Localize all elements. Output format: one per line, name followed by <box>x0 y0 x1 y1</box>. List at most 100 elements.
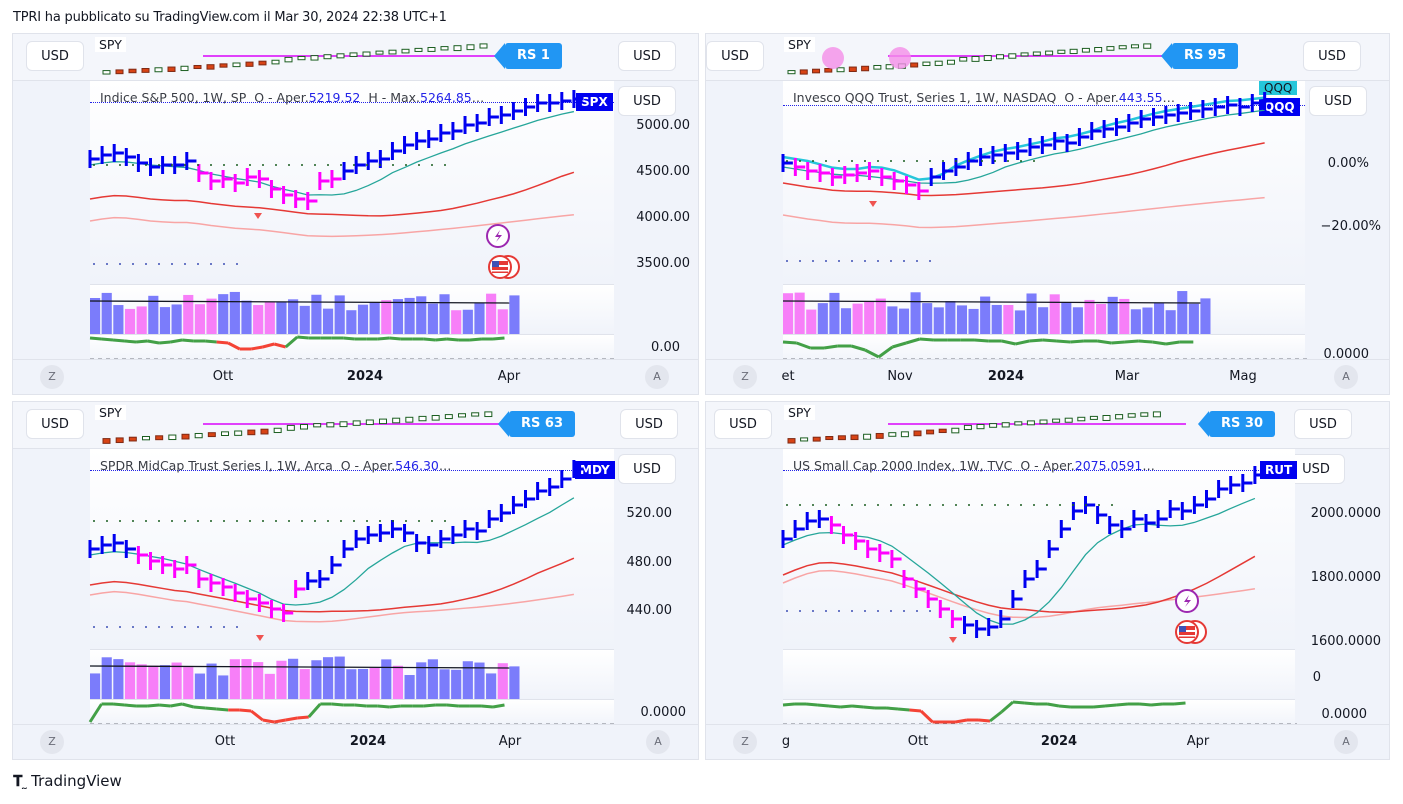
compare-symbol-label: SPY <box>95 37 126 52</box>
level-dot <box>145 626 147 628</box>
mini-candle <box>414 47 423 52</box>
currency-button-left[interactable]: USD <box>714 409 772 439</box>
left-toolbar-column <box>13 80 91 394</box>
chart-pane-qqq[interactable]: USD SPY RS 95 USD USD 0.00% −20.00% 0.00… <box>705 33 1390 395</box>
price-chart-area[interactable]: Invesco QQQ Trust, Series 1, 1W, NASDAQ … <box>781 81 1305 284</box>
time-tick: Mar <box>1114 369 1140 384</box>
oscillator-pane[interactable] <box>89 334 616 363</box>
price-scale[interactable]: USD 5000.00 4500.00 4000.00 3500.00 0.00 <box>613 80 698 394</box>
volume-pane[interactable] <box>783 649 1295 700</box>
volume-bar <box>486 293 497 335</box>
mini-candle <box>326 422 335 428</box>
price-scale[interactable]: USD 2000.0000 1800.0000 1600.0000 0 0.00… <box>1287 448 1389 759</box>
currency-button-left[interactable]: USD <box>26 409 84 439</box>
volume-bar <box>101 292 112 335</box>
time-tick: Apr <box>498 734 522 749</box>
volume-bar <box>1096 303 1107 335</box>
level-dot <box>184 263 186 265</box>
zoom-reset-button[interactable]: Z <box>40 730 64 754</box>
zoom-reset-button[interactable]: Z <box>733 730 757 754</box>
currency-button-scale[interactable]: USD <box>618 86 676 116</box>
level-dot <box>851 260 853 262</box>
time-axis[interactable]: Z g Ott 2024 Apr A <box>706 724 1389 759</box>
level-dot <box>171 164 173 166</box>
currency-button-scale[interactable]: USD <box>1309 86 1367 116</box>
price-series <box>781 92 1275 262</box>
zoom-reset-button[interactable]: Z <box>40 365 64 389</box>
level-dot <box>916 610 918 612</box>
oscillator-pane[interactable] <box>782 699 1297 727</box>
level-dot <box>825 504 827 506</box>
oscillator-segment <box>891 341 907 349</box>
volume-bar <box>1165 310 1176 335</box>
mini-candle <box>115 437 124 444</box>
auto-scale-button[interactable]: A <box>1334 365 1358 389</box>
level-dot <box>197 164 199 166</box>
oscillator-segment <box>354 703 367 708</box>
oscillator-segment <box>1000 700 1014 714</box>
currency-button-right[interactable]: USD <box>1294 409 1352 439</box>
level-dot <box>132 626 134 628</box>
level-dot <box>106 626 108 628</box>
compare-symbol-label: SPY <box>784 405 815 420</box>
volume-bar <box>194 673 205 700</box>
chart-pane-rut[interactable]: USD SPY RS 30 USD USD 2000.0000 1800.000… <box>705 401 1390 760</box>
rs-rating-badge: RS 63 <box>498 411 575 437</box>
currency-button-right[interactable]: USD <box>1303 41 1361 71</box>
zoom-reset-button[interactable]: Z <box>733 365 757 389</box>
price-chart-area[interactable]: US Small Cap 2000 Index, 1W, TVC O - Ape… <box>781 449 1298 649</box>
time-axis[interactable]: Z et Nov 2024 Mar Mag A <box>706 359 1389 394</box>
volume-bar <box>1188 303 1199 335</box>
mini-candle <box>141 68 150 73</box>
mini-candle <box>379 418 387 425</box>
oscillator-pane[interactable] <box>782 334 1307 363</box>
level-dot <box>379 164 381 166</box>
chart-pane-mdy[interactable]: USD SPY RS 63 USD USD 520.00 480.00 440.… <box>12 401 699 760</box>
mini-candle <box>155 435 164 441</box>
auto-scale-button[interactable]: A <box>1334 730 1358 754</box>
auto-scale-button[interactable]: A <box>646 730 670 754</box>
left-toolbar-column <box>706 448 784 759</box>
rs-compare-strip: USD SPY RS 63 USD <box>13 402 698 449</box>
volume-bar <box>124 662 136 700</box>
time-axis[interactable]: Z Ott 2024 Apr A <box>13 724 698 759</box>
currency-button-left[interactable]: USD <box>706 41 764 71</box>
currency-button-left[interactable]: USD <box>26 41 84 71</box>
volume-pane[interactable] <box>782 284 1305 335</box>
mini-candle <box>1069 48 1078 55</box>
rs-compare-strip: USD SPY RS 30 USD <box>706 402 1389 449</box>
volume-pane[interactable] <box>89 649 614 700</box>
price-chart-area[interactable]: SPDR MidCap Trust Series I, 1W, Arca O -… <box>88 449 615 649</box>
oscillator-segment <box>840 704 853 709</box>
level-dot <box>210 626 212 628</box>
oscillator-line <box>782 700 1297 725</box>
price-scale[interactable]: USD 520.00 480.00 440.00 0.0000 <box>613 448 698 759</box>
mini-candle <box>479 43 488 49</box>
oscillator-segment <box>423 703 436 708</box>
volume-bar <box>864 300 875 335</box>
mini-candle <box>1026 420 1035 426</box>
mini-candle <box>875 432 884 439</box>
volume-pane[interactable] <box>89 284 614 335</box>
currency-button-right[interactable]: USD <box>620 409 678 439</box>
level-dot <box>890 504 892 506</box>
price-scale[interactable]: USD 0.00% −20.00% 0.0000 <box>1304 80 1389 394</box>
level-dot <box>929 610 931 612</box>
oscillator-segment <box>446 337 459 342</box>
price-chart-area[interactable]: Indice S&P 500, 1W, SP O - Aper.5219.52 … <box>88 81 614 284</box>
currency-button-scale[interactable]: USD <box>618 454 676 484</box>
chart-pane-spx[interactable]: USD SPY RS 1 USD USD 5000.00 4500.00 400… <box>12 33 699 395</box>
oscillator-segment <box>1042 338 1057 343</box>
level-dot <box>158 626 160 628</box>
volume-bar <box>253 662 264 700</box>
mini-candle <box>938 428 947 434</box>
oscillator-segment <box>181 702 194 709</box>
volume-bar <box>171 304 182 335</box>
currency-button-right[interactable]: USD <box>618 41 676 71</box>
volume-bar <box>1119 298 1130 335</box>
mini-candle <box>453 45 462 52</box>
auto-scale-button[interactable]: A <box>645 365 669 389</box>
oscillator-pane[interactable] <box>88 699 616 727</box>
time-axis[interactable]: Z Ott 2024 Apr A <box>13 359 698 394</box>
last-price-line <box>90 102 614 103</box>
